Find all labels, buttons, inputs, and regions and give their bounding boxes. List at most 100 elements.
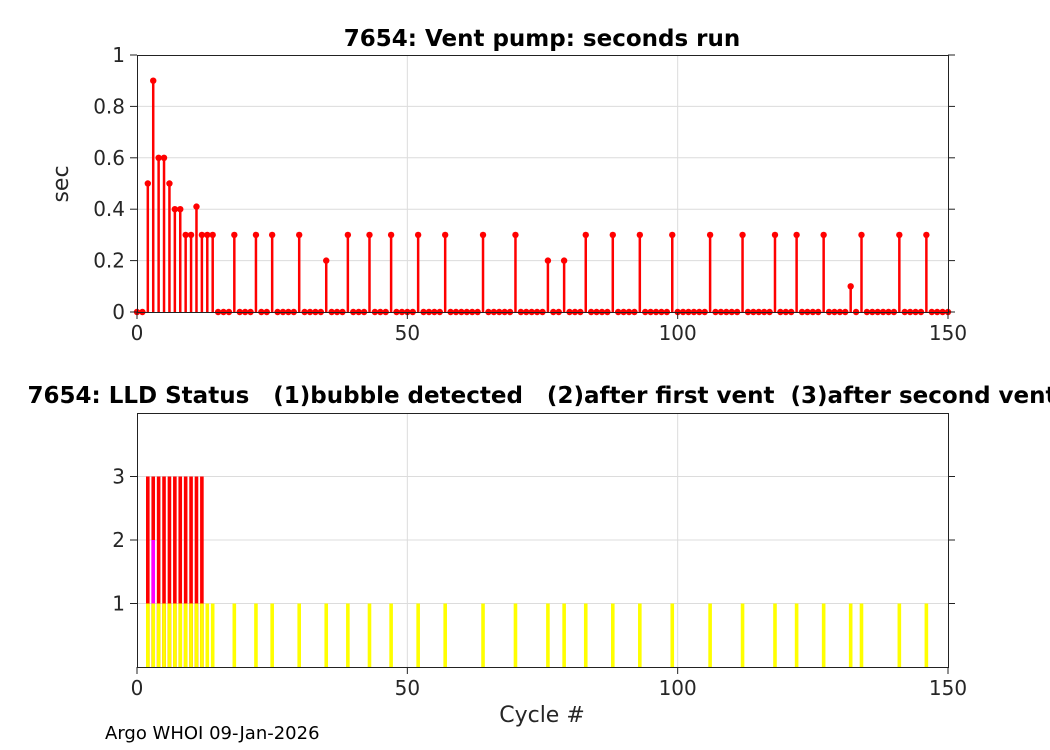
- stem-marker: [198, 231, 206, 239]
- status-bar-1: [708, 603, 712, 667]
- status-bar-1: [297, 603, 301, 667]
- stem-marker: [669, 231, 676, 239]
- stem-marker: [204, 231, 211, 239]
- status-bar-1: [183, 603, 188, 667]
- status-bar-3: [162, 476, 166, 667]
- status-bar-1: [562, 603, 566, 667]
- y-tick-label: 1: [112, 43, 125, 67]
- stem-marker: [923, 231, 930, 239]
- stem-marker: [231, 231, 238, 239]
- status-bar-1: [794, 603, 799, 667]
- status-bar-1: [162, 603, 166, 667]
- stem-marker: [150, 77, 157, 84]
- stem-marker: [479, 231, 487, 239]
- x-tick-label: 100: [659, 321, 697, 345]
- status-bar-3: [167, 476, 172, 667]
- status-bar-1: [897, 603, 902, 667]
- status-bar-3: [178, 476, 183, 667]
- tick-labels: 0 50 100 150 1 2 3: [112, 465, 967, 701]
- stem-marker: [166, 180, 173, 187]
- stem-marker: [187, 231, 195, 239]
- status-bar-1: [367, 603, 372, 667]
- status-bar-1: [346, 603, 350, 667]
- stem-marker: [544, 257, 552, 264]
- stem-marker: [582, 231, 589, 239]
- y-tick-label: 0.6: [93, 146, 125, 170]
- status-bar-1: [773, 603, 777, 667]
- status-bar-1: [200, 603, 204, 667]
- status-bar-1: [924, 603, 929, 667]
- plot1-y-axis-label: sec: [49, 165, 74, 202]
- status-bar-1: [859, 603, 864, 667]
- stem-marker: [171, 206, 179, 213]
- stem-marker: [609, 231, 616, 239]
- status-bar-1: [173, 603, 177, 667]
- y-tick-label: 2: [112, 528, 125, 552]
- status-bar-1: [205, 603, 210, 667]
- stem-marker: [896, 231, 903, 239]
- figure-footer: Argo WHOI 09-Jan-2026: [105, 723, 320, 744]
- status-bar-1: [210, 603, 215, 667]
- stem-marker: [344, 231, 352, 239]
- x-tick-label: 150: [929, 676, 967, 700]
- status-bar-series: [146, 476, 929, 667]
- tick-labels: 0 50 100 150 0 0.2 0.4 0.6 0.8 1: [93, 43, 967, 345]
- plot1-title: 7654: Vent pump: seconds run: [344, 26, 741, 52]
- x-tick-label: 150: [929, 321, 967, 345]
- status-bar-1: [254, 603, 258, 667]
- y-tick-label: 3: [112, 465, 125, 489]
- stem-marker: [323, 257, 330, 264]
- x-tick-label: 50: [395, 676, 420, 700]
- x-tick-label: 0: [131, 676, 144, 700]
- stem-marker: [144, 180, 152, 187]
- axis-ticks: [130, 476, 955, 674]
- status-bar-1: [481, 603, 485, 667]
- stem-marker: [268, 231, 276, 239]
- status-bar-1: [324, 603, 329, 667]
- status-bar-1: [416, 603, 420, 667]
- status-bar-3: [183, 476, 188, 667]
- status-bar-1: [513, 603, 518, 667]
- stem-marker: [858, 231, 865, 239]
- status-bar-3: [173, 476, 177, 667]
- status-bar-1: [670, 603, 675, 667]
- status-bar-1: [546, 603, 550, 667]
- stem-marker: [414, 231, 422, 239]
- stem-marker: [560, 257, 568, 264]
- stem-marker: [793, 231, 800, 239]
- x-tick-label: 100: [659, 676, 697, 700]
- stem-marker: [771, 231, 779, 239]
- axes-box: [137, 55, 949, 313]
- status-bar-3: [200, 476, 204, 667]
- stem-marker: [252, 231, 260, 239]
- stem-marker: [182, 231, 189, 239]
- stem-marker: [706, 231, 714, 239]
- lld-status-plot: 0 50 100 150 1 2 3 7654: LLD Status (1)bubble …: [27, 383, 1050, 728]
- status-bar-1: [178, 603, 183, 667]
- stem-series: [133, 77, 952, 316]
- status-bar-1: [443, 603, 447, 667]
- y-tick-label: 0.4: [93, 197, 125, 221]
- stem-marker: [820, 231, 827, 239]
- stem-marker: [512, 231, 519, 239]
- stem-marker: [847, 283, 854, 290]
- plot2-x-axis-label: Cycle #: [499, 703, 585, 728]
- status-bar-1: [146, 603, 150, 667]
- status-bar-1: [848, 603, 853, 667]
- plot2-title: 7654: LLD Status (1)bubble detected (2)a…: [27, 383, 1050, 409]
- stem-marker: [160, 154, 168, 161]
- x-tick-label: 0: [131, 321, 144, 345]
- stem-marker: [366, 231, 373, 239]
- grid-lines: [137, 55, 948, 312]
- grid-lines: [137, 413, 948, 667]
- status-bar-3: [156, 476, 161, 667]
- stem-marker: [739, 231, 746, 239]
- x-tick-label: 50: [395, 321, 420, 345]
- y-tick-label: 1: [112, 592, 125, 616]
- status-bar-3: [189, 476, 193, 667]
- status-bar-1: [610, 603, 615, 667]
- status-bar-1: [194, 603, 199, 667]
- status-bar-1: [270, 603, 274, 667]
- stem-marker: [296, 231, 303, 239]
